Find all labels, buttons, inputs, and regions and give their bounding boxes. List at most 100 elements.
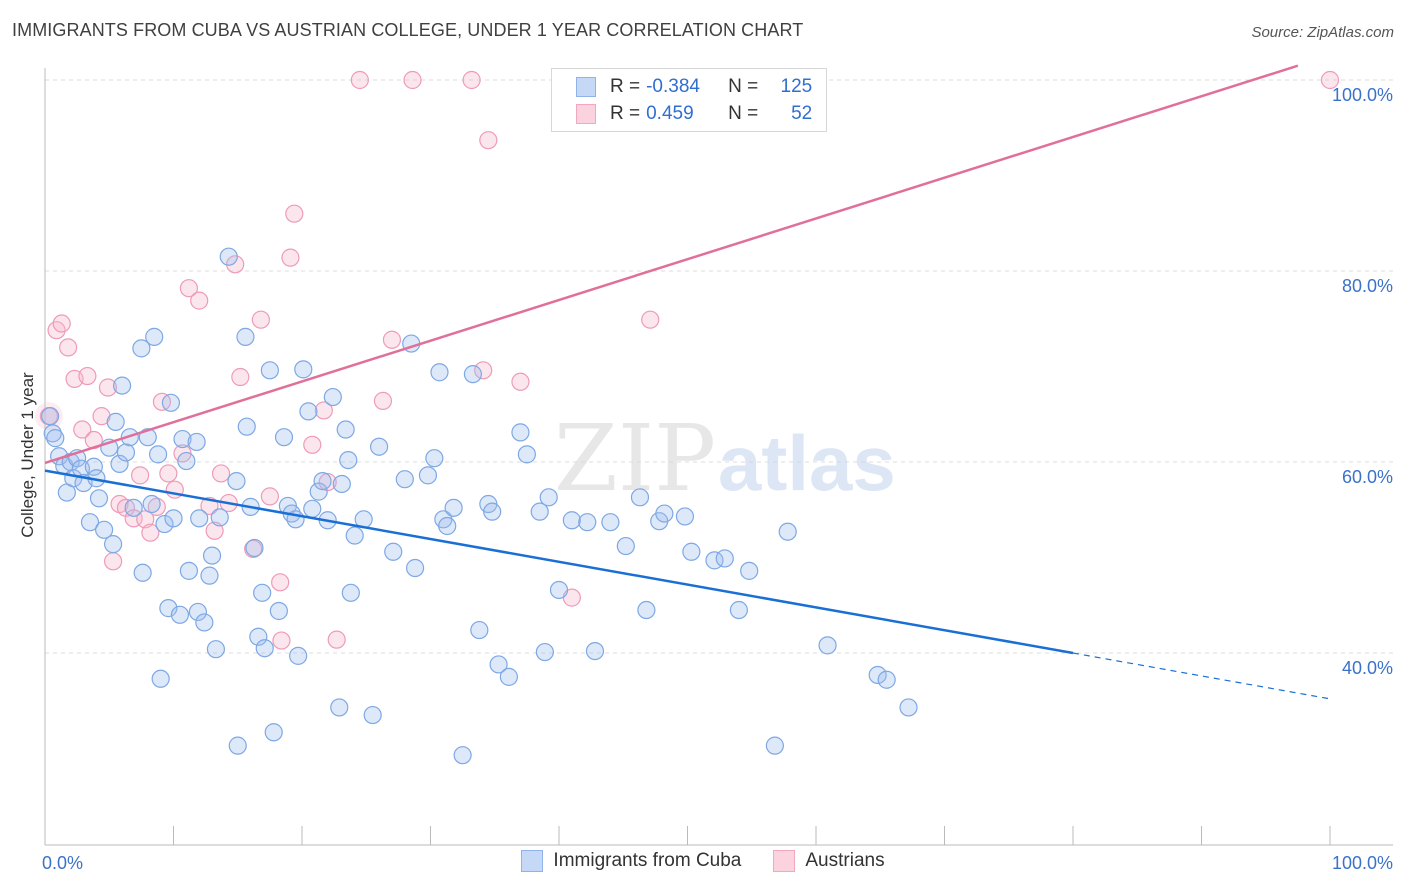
- trend-line-blue: [44, 469, 1074, 655]
- legend-r-label: R =: [610, 76, 641, 97]
- data-point: [112, 376, 132, 395]
- data-point: [539, 488, 558, 507]
- data-point: [73, 420, 92, 439]
- y-tick-label: 80.0%: [1342, 276, 1393, 296]
- data-point: [530, 502, 549, 521]
- data-point: [84, 457, 103, 476]
- data-point: [403, 70, 422, 90]
- data-point: [382, 330, 402, 349]
- legend-r-value: -0.384: [646, 76, 700, 97]
- data-point: [200, 566, 219, 585]
- data-point: [765, 736, 784, 755]
- trend-line-pink: [44, 64, 1299, 465]
- data-point: [205, 521, 224, 540]
- data-point: [190, 509, 209, 528]
- data-point: [132, 339, 151, 358]
- data-point: [155, 514, 174, 534]
- data-point: [323, 387, 342, 407]
- data-point: [159, 599, 178, 618]
- data-point: [341, 583, 360, 602]
- data-point: [202, 546, 222, 565]
- legend-n-value: 125: [780, 76, 813, 97]
- data-point: [41, 407, 60, 426]
- data-point: [630, 488, 650, 507]
- data-point: [187, 432, 206, 452]
- legend-item-austrians[interactable]: Austrians: [773, 850, 885, 872]
- legend-n-label: N =: [728, 76, 759, 97]
- data-point: [877, 670, 896, 689]
- data-point: [345, 526, 364, 545]
- data-point: [578, 513, 597, 532]
- data-point: [264, 723, 283, 742]
- data-point: [438, 516, 457, 536]
- tick-labels: 40.0% 60.0% 80.0% 100.0% 0.0% 100.0%: [42, 85, 1393, 873]
- data-point: [177, 451, 196, 471]
- x-tick-label: 0.0%: [42, 853, 83, 873]
- legend-swatch-cuba: [521, 850, 544, 872]
- data-point: [489, 655, 508, 674]
- data-point: [616, 536, 635, 556]
- data-point: [740, 561, 759, 580]
- data-point: [255, 639, 274, 658]
- data-point: [682, 542, 701, 561]
- data-point: [206, 640, 226, 659]
- y-tick-label: 100.0%: [1332, 85, 1393, 105]
- data-point: [116, 443, 136, 462]
- data-point: [147, 497, 166, 516]
- data-point: [59, 338, 78, 357]
- data-point: [303, 435, 322, 454]
- data-point: [585, 641, 605, 661]
- data-point: [562, 511, 581, 530]
- legend-row-cuba: R = -0.384 N = 125: [576, 75, 812, 99]
- data-point: [130, 466, 150, 485]
- data-point: [188, 602, 208, 622]
- data-point: [251, 310, 270, 329]
- data-point: [899, 698, 918, 717]
- data-point: [145, 327, 164, 346]
- data-point: [260, 487, 279, 506]
- data-point: [190, 291, 209, 310]
- data-point: [444, 498, 463, 517]
- data-point: [294, 360, 313, 379]
- data-point: [151, 669, 170, 688]
- data-point: [236, 327, 255, 346]
- data-point: [226, 255, 245, 274]
- data-point: [52, 314, 71, 333]
- legend-r-label: R =: [610, 103, 641, 124]
- data-point: [474, 361, 493, 380]
- data-point: [244, 539, 263, 559]
- data-point: [179, 279, 199, 298]
- data-point: [78, 366, 97, 386]
- data-point: [309, 482, 328, 501]
- data-point: [133, 563, 152, 582]
- legend-label-austrians: Austrians: [805, 850, 885, 871]
- legend-item-cuba[interactable]: Immigrants from Cuba: [521, 850, 741, 872]
- data-point: [272, 631, 291, 650]
- x-tick-label: 100.0%: [1332, 853, 1393, 873]
- data-point: [535, 642, 554, 662]
- data-point: [517, 445, 536, 464]
- data-point: [289, 646, 308, 665]
- data-point: [260, 361, 279, 380]
- data-point: [778, 522, 797, 541]
- data-point: [303, 499, 322, 518]
- data-point: [1320, 70, 1340, 90]
- data-point: [159, 464, 178, 483]
- y-tick-label: 60.0%: [1342, 467, 1393, 487]
- data-point: [370, 437, 389, 456]
- data-point: [430, 363, 449, 382]
- data-point: [136, 510, 155, 529]
- data-point: [106, 412, 125, 431]
- data-point: [715, 549, 734, 568]
- data-point: [601, 513, 620, 532]
- y-tick-label: 40.0%: [1342, 658, 1393, 678]
- data-point: [281, 248, 300, 267]
- data-point: [479, 131, 498, 150]
- watermark-zip: ZIP: [554, 405, 716, 512]
- data-point: [641, 310, 660, 329]
- data-point: [173, 429, 192, 449]
- data-point: [249, 627, 268, 646]
- series-legend: Immigrants from Cuba Austrians: [0, 850, 1406, 872]
- data-point: [336, 420, 355, 439]
